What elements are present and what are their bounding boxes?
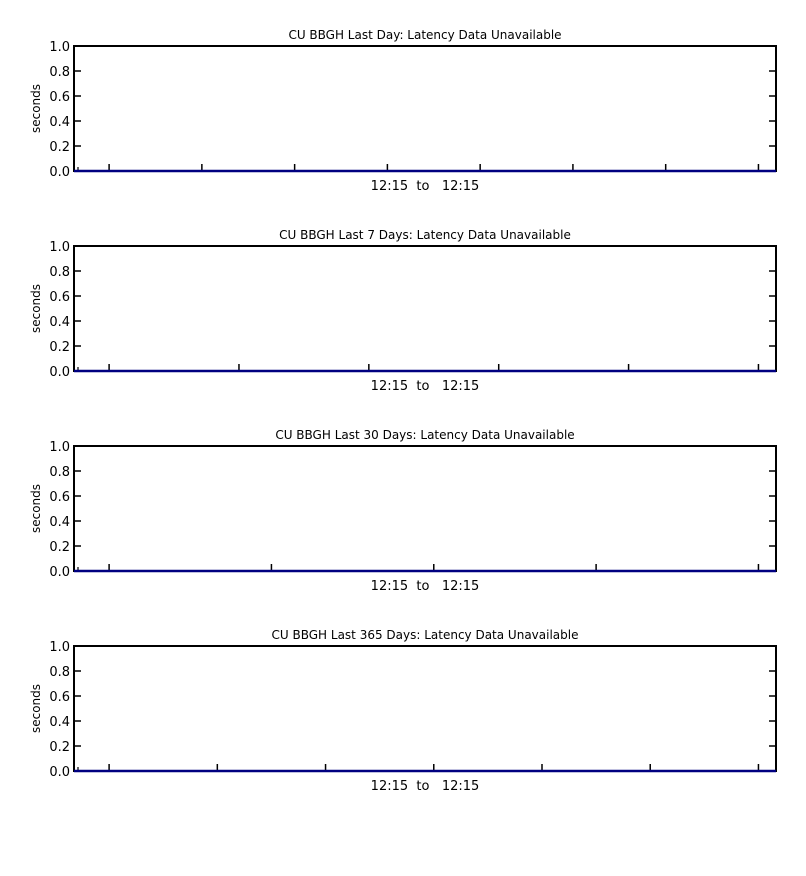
plot-frame	[73, 445, 777, 572]
y-tick-label: 0.6	[49, 90, 70, 105]
y-tick-label: 0.6	[49, 490, 70, 505]
y-tick-label: 0.2	[49, 740, 70, 755]
chart-panel: CU BBGH Last Day: Latency Data Unavailab…	[29, 28, 777, 194]
chart-title: CU BBGH Last 30 Days: Latency Data Unava…	[275, 428, 574, 442]
y-axis-label: seconds	[29, 484, 43, 533]
plot-frame	[73, 245, 777, 372]
y-tick-label: 0.6	[49, 290, 70, 305]
y-tick-label: 0.0	[49, 165, 70, 180]
x-range-label: 12:15 to 12:15	[371, 779, 480, 794]
y-tick-label: 1.0	[49, 40, 70, 55]
y-tick-label: 0.4	[49, 315, 70, 330]
y-tick-label: 0.2	[49, 340, 70, 355]
y-axis-label: seconds	[29, 84, 43, 133]
x-range-label: 12:15 to 12:15	[371, 179, 480, 194]
chart-panel: CU BBGH Last 365 Days: Latency Data Unav…	[29, 628, 777, 794]
y-tick-label: 0.8	[49, 665, 70, 680]
chart-title: CU BBGH Last 365 Days: Latency Data Unav…	[272, 628, 579, 642]
y-tick-label: 0.0	[49, 565, 70, 580]
y-tick-label: 0.2	[49, 540, 70, 555]
y-tick-label: 0.0	[49, 765, 70, 780]
y-tick-label: 0.4	[49, 715, 70, 730]
y-tick-label: 0.8	[49, 65, 70, 80]
x-range-label: 12:15 to 12:15	[371, 379, 480, 394]
x-range-label: 12:15 to 12:15	[371, 579, 480, 594]
y-tick-label: 0.4	[49, 115, 70, 130]
y-tick-label: 0.2	[49, 140, 70, 155]
plot-frame	[73, 645, 777, 772]
chart-title: CU BBGH Last 7 Days: Latency Data Unavai…	[279, 228, 571, 242]
y-tick-label: 0.4	[49, 515, 70, 530]
chart-panel: CU BBGH Last 7 Days: Latency Data Unavai…	[29, 228, 777, 394]
chart-title: CU BBGH Last Day: Latency Data Unavailab…	[288, 28, 561, 42]
y-tick-label: 1.0	[49, 440, 70, 455]
y-axis-label: seconds	[29, 684, 43, 733]
y-tick-label: 0.0	[49, 365, 70, 380]
y-tick-label: 1.0	[49, 640, 70, 655]
y-tick-label: 1.0	[49, 240, 70, 255]
y-axis-label: seconds	[29, 284, 43, 333]
y-tick-label: 0.8	[49, 265, 70, 280]
y-tick-label: 0.6	[49, 690, 70, 705]
plot-frame	[73, 45, 777, 172]
y-tick-label: 0.8	[49, 465, 70, 480]
chart-panel: CU BBGH Last 30 Days: Latency Data Unava…	[29, 428, 777, 594]
